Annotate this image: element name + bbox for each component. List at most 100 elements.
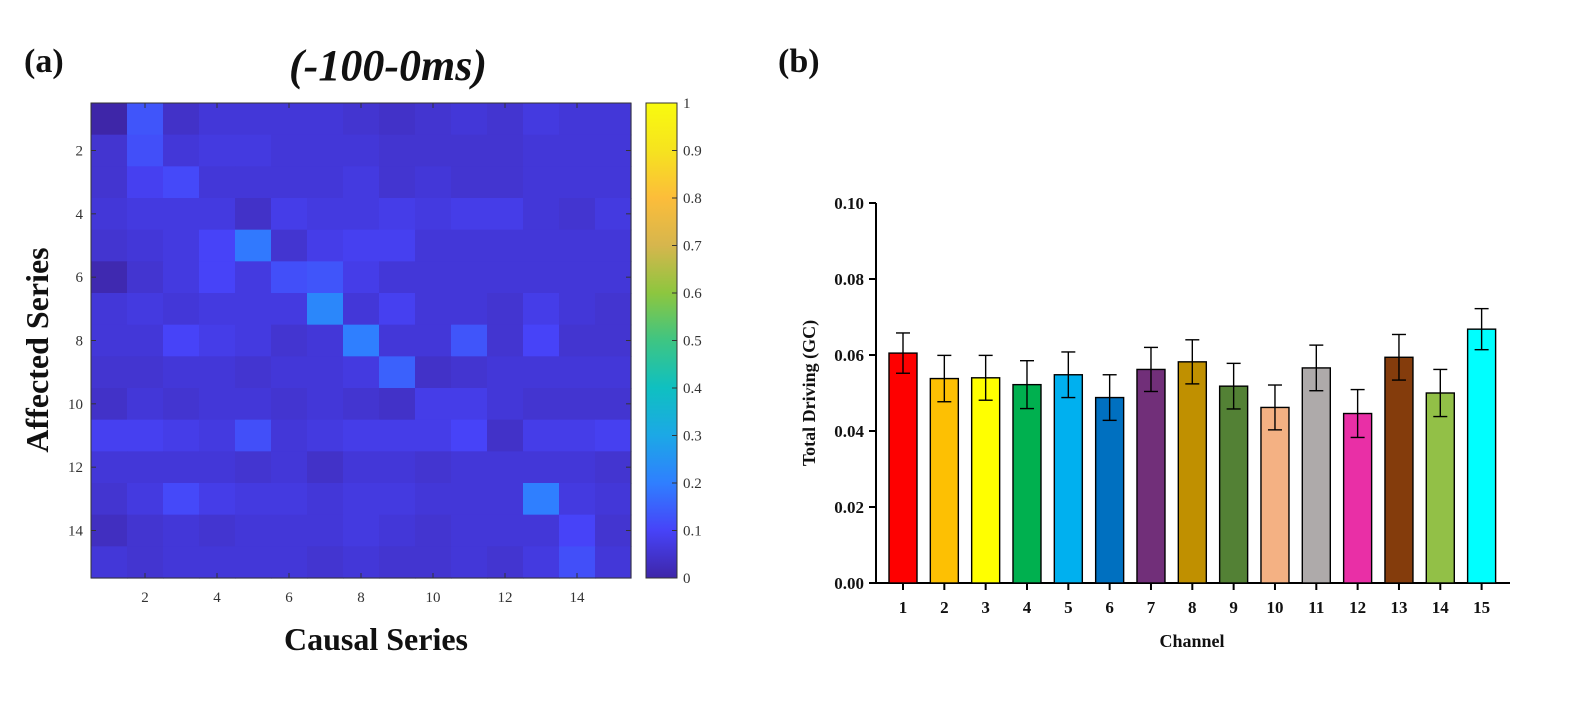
heatmap-cell	[415, 103, 452, 136]
heatmap-cell	[163, 134, 200, 167]
heatmap-cell	[595, 134, 632, 167]
heatmap-cell	[127, 166, 164, 199]
heatmap-cell	[235, 451, 272, 484]
heatmap-cell	[307, 514, 344, 547]
heatmap-cell	[127, 293, 164, 326]
heatmap-cell	[415, 166, 452, 199]
heatmap-cell	[487, 293, 524, 326]
heatmap-cell	[415, 451, 452, 484]
heatmap-cell	[307, 134, 344, 167]
heatmap-cell	[235, 514, 272, 547]
heatmap-cell	[127, 198, 164, 231]
heatmap-cell	[595, 198, 632, 231]
heatmap-cell	[595, 356, 632, 389]
heatmap-cell	[487, 198, 524, 231]
bar-y-axis-title: Total Driving (GC)	[799, 320, 820, 466]
heatmap-cell	[271, 483, 308, 516]
bar-x-tick-label: 12	[1349, 598, 1366, 617]
heatmap-cell	[343, 324, 380, 357]
heatmap-cell	[343, 483, 380, 516]
heatmap-y-tick-label: 14	[68, 524, 84, 540]
heatmap-cell	[451, 546, 488, 579]
heatmap-y-tick-label: 8	[76, 334, 84, 350]
heatmap-cell	[199, 103, 236, 136]
colorbar	[645, 102, 678, 579]
heatmap-cell	[415, 198, 452, 231]
heatmap-x-tick-label: 10	[426, 590, 441, 606]
heatmap-cell	[343, 198, 380, 231]
heatmap-cell	[163, 356, 200, 389]
heatmap-cell	[199, 483, 236, 516]
heatmap-cell	[163, 483, 200, 516]
heatmap-cell	[415, 134, 452, 167]
heatmap-cell	[91, 356, 128, 389]
bar-x-tick-label: 7	[1147, 598, 1156, 617]
heatmap-x-tick-label: 4	[213, 590, 221, 606]
heatmap-cell	[235, 229, 272, 262]
heatmap-cell	[595, 293, 632, 326]
heatmap-cell	[163, 198, 200, 231]
colorbar-tick-label: 0.5	[683, 334, 702, 350]
heatmap-cell	[271, 198, 308, 231]
heatmap-cell	[487, 324, 524, 357]
heatmap-cell	[163, 324, 200, 357]
heatmap-cell	[199, 356, 236, 389]
heatmap-cell	[343, 419, 380, 452]
heatmap-cell	[199, 198, 236, 231]
heatmap-cell	[91, 198, 128, 231]
heatmap-cell	[451, 356, 488, 389]
heatmap-cell	[451, 229, 488, 262]
heatmap-cell	[271, 261, 308, 294]
bar-9	[1218, 385, 1249, 584]
heatmap-cell	[595, 103, 632, 136]
heatmap-cell	[523, 356, 560, 389]
heatmap-cell	[559, 451, 596, 484]
heatmap-cell	[163, 229, 200, 262]
heatmap-cell	[487, 483, 524, 516]
bar-4	[1012, 383, 1042, 584]
bar-x-tick-label: 1	[899, 598, 908, 617]
heatmap-cell	[91, 388, 128, 421]
heatmap-cell	[451, 419, 488, 452]
heatmap-cell	[595, 261, 632, 294]
heatmap-cell	[343, 166, 380, 199]
heatmap-cell	[127, 103, 164, 136]
heatmap-cell	[379, 419, 416, 452]
heatmap-cell	[199, 229, 236, 262]
bar-7	[1136, 368, 1166, 584]
heatmap-cell	[307, 356, 344, 389]
heatmap-cell	[487, 103, 524, 136]
heatmap-cell	[487, 134, 524, 167]
heatmap-cell	[199, 134, 236, 167]
heatmap-cell	[343, 293, 380, 326]
bar-y-tick-label: 0.00	[834, 574, 864, 593]
heatmap-cell	[235, 166, 272, 199]
heatmap-cell	[163, 293, 200, 326]
heatmap-x-tick-label: 6	[285, 590, 293, 606]
colorbar-tick-label: 0.1	[683, 524, 702, 540]
heatmap-cell	[523, 261, 560, 294]
heatmap-cell	[343, 514, 380, 547]
heatmap-cell	[595, 229, 632, 262]
heatmap-cell	[415, 324, 452, 357]
heatmap-cell	[127, 419, 164, 452]
heatmap-cell	[415, 514, 452, 547]
heatmap-cell	[271, 419, 308, 452]
heatmap-cell	[307, 388, 344, 421]
bar-y-tick-label: 0.10	[834, 194, 864, 213]
heatmap-y-tick-label: 2	[76, 144, 84, 160]
bar-6	[1094, 396, 1125, 584]
heatmap-cell	[307, 166, 344, 199]
heatmap-cell	[91, 261, 128, 294]
heatmap-cell	[307, 419, 344, 452]
heatmap-cell	[127, 324, 164, 357]
heatmap-cell	[451, 483, 488, 516]
heatmap-cell	[523, 198, 560, 231]
heatmap-cell	[559, 103, 596, 136]
bar-x-tick-label: 6	[1105, 598, 1114, 617]
heatmap-cell	[415, 293, 452, 326]
heatmap-cell	[487, 451, 524, 484]
colorbar-tick-label: 0.7	[683, 239, 702, 255]
heatmap-cell	[451, 514, 488, 547]
heatmap-cell	[235, 324, 272, 357]
